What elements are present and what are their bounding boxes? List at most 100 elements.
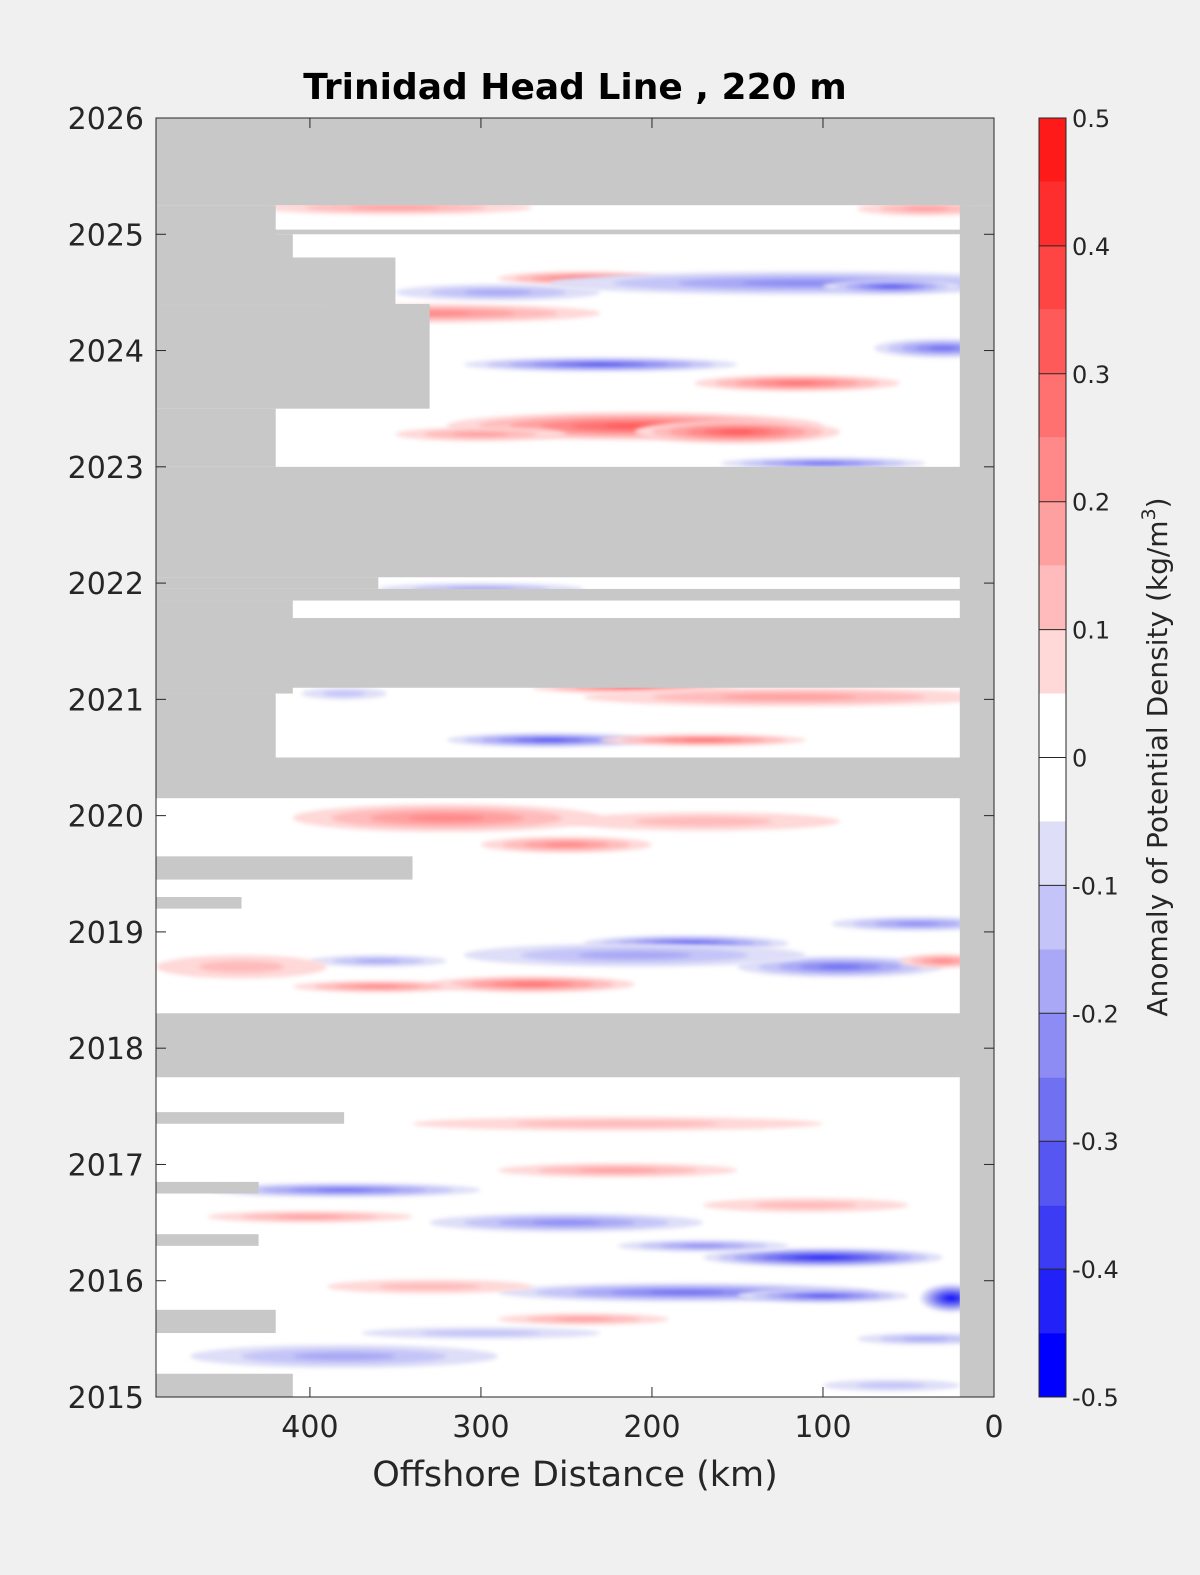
contour-band [555,1317,613,1322]
y-tick-label: 2017 [68,1148,144,1183]
anomaly-blob [498,1313,670,1325]
contour-band [879,285,903,289]
contour-band [681,1244,725,1248]
anomaly-blob [361,1327,601,1339]
missing-data-region [156,856,413,880]
contour-band [349,205,442,210]
contour-band [932,959,954,963]
missing-data-region [156,229,994,235]
colorbar-ticks: 0.5 0.4 0.3 0.2 0.1 0 -0.1 -0.2 -0.3 -0.4 -0.5 [1039,105,1119,1412]
colorbar-tick-label: -0.3 [1072,1128,1119,1156]
colorbar-level [1039,309,1066,374]
anomaly-blob [694,374,900,392]
anomaly-blob [292,804,601,832]
anomaly-blob [634,420,841,444]
missing-data-region [959,205,994,1397]
colorbar-tick-label: -0.1 [1072,872,1119,900]
contour-band [511,982,553,986]
missing-data-region [156,257,396,305]
anomaly-blob [429,1213,704,1232]
colorbar-tick-label: -0.5 [1072,1384,1119,1412]
missing-data-region [156,1112,345,1124]
contour-band [776,381,818,385]
anomaly-blob [463,357,738,372]
contour-band [895,922,939,926]
missing-data-region [156,577,379,589]
anomaly-blob [309,955,447,967]
contour-band [682,738,724,742]
plot-frame [155,117,995,1398]
y-tick-label: 2019 [68,916,144,951]
anomaly-blob [301,687,387,700]
anomaly-blob [831,916,994,931]
x-tick-label: 0 [984,1410,1003,1445]
colorbar-tick-label: -0.4 [1072,1256,1119,1284]
contour-band [532,738,567,742]
y-tick-label: 2021 [68,683,144,718]
anomaly-blob [703,1198,909,1213]
colorbar-level [1039,1141,1066,1206]
y-tick-label: 2023 [68,451,144,486]
contour-band [577,1167,658,1173]
missing-data-region [173,617,994,688]
x-tick-label: 200 [623,1410,680,1445]
colorbar-level [1039,118,1066,182]
colorbar-levels [1039,118,1066,1397]
x-tick-label: 100 [794,1410,851,1445]
missing-data-region [156,757,994,799]
y-tick-label: 2020 [68,800,144,835]
colorbar-level [1039,1013,1066,1078]
y-tick-label: 2024 [68,335,144,370]
contour-band [808,1255,838,1259]
contour-band [857,1382,926,1389]
contour-band [292,1352,396,1361]
anomaly-blob [822,1379,960,1392]
anomaly-blob [857,1333,994,1345]
contour-band [577,362,624,366]
contour-band [322,690,366,697]
contour-band [408,814,486,822]
contour-band [355,959,402,963]
contour-band [316,1188,372,1192]
plot-area: 400 300 200 100 0 20152016201720182019202020… [68,102,1004,1445]
contour-band [819,964,861,969]
anomaly-blob [207,1210,413,1223]
contour-band [802,461,844,465]
anomaly-blob [583,687,994,707]
colorbar-label-power: 3 [1138,508,1160,520]
anomaly-blob [498,1163,738,1178]
anomaly-blob [720,457,926,470]
contour-band [577,951,692,960]
contour-band [378,1283,481,1291]
y-tick-label: 2026 [68,102,144,137]
anomaly-blob [737,956,943,978]
contour-band [634,816,772,827]
colorbar-label-close: ) [1141,497,1174,508]
missing-data-region [156,1234,259,1246]
x-tick-label: 300 [452,1410,509,1445]
anomaly-blob [292,980,464,993]
colorbar-tick-label: 0.5 [1072,105,1110,133]
contour-band [275,1214,345,1219]
missing-data-region [156,466,994,578]
colorbar-level [1039,501,1066,566]
colorbar-level [1039,949,1066,1014]
missing-data-region [156,118,994,206]
colorbar-level [1039,757,1066,822]
colorbar-tick-label: -0.2 [1072,1000,1119,1028]
anomaly-blob [412,1116,823,1131]
contour-band [463,289,533,296]
missing-data-region [156,408,276,467]
y-tick-label: 2015 [68,1381,144,1416]
contour-band [720,693,858,701]
colorbar-level [1039,885,1066,950]
missing-data-region [156,897,242,909]
missing-data-region [156,1181,259,1194]
contour-band [720,429,755,434]
contour-band [808,1294,838,1298]
colorbar-level [1039,437,1066,502]
chart-title: Trinidad Head Line , 220 m [303,67,846,108]
anomaly-blob [566,812,841,831]
anomaly-blob [617,1240,789,1252]
